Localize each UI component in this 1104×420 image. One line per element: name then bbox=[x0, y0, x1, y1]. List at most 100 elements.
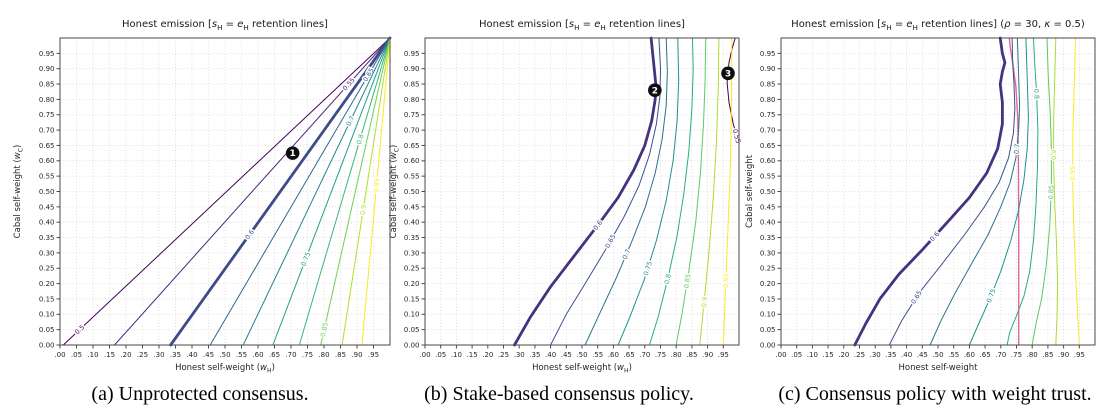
contour-line-0.8 bbox=[298, 37, 391, 346]
x-tick-label: .25 bbox=[854, 351, 865, 359]
x-axis: .00 .05 .10 .15 .20 .25 .30 .35 .40 .45 .50 .55 .60.… bbox=[775, 345, 1085, 359]
y-axis: 0.00 0.05 0.10 0.15 0.20 0.25 0.30 0.35 0.40 0.45… bbox=[404, 50, 425, 349]
x-tick-label: .05 bbox=[71, 351, 82, 359]
y-tick-label: 0.70 bbox=[404, 127, 420, 135]
contour-line-0.9 bbox=[699, 37, 720, 346]
y-tick-label: 0.30 bbox=[39, 249, 55, 257]
y-tick-label: 0.85 bbox=[404, 80, 420, 88]
y-tick-label: 0.80 bbox=[760, 96, 776, 104]
x-tick-label: .95 bbox=[1074, 351, 1085, 359]
x-tick-label: .45 bbox=[203, 351, 214, 359]
y-tick-label: 0.30 bbox=[404, 249, 420, 257]
x-tick-label: .55 bbox=[592, 351, 603, 359]
x-tick-label: .45 bbox=[561, 351, 572, 359]
marker-circle bbox=[648, 83, 662, 97]
y-tick-label: 0.40 bbox=[404, 219, 420, 227]
y-tick-label: 0.90 bbox=[760, 65, 776, 73]
x-tick-label: .70 bbox=[639, 351, 650, 359]
y-tick-label: 0.00 bbox=[39, 341, 55, 349]
marker-badge-1: 1 bbox=[285, 146, 300, 160]
y-tick-label: 0.45 bbox=[760, 203, 776, 211]
x-tick-label: .30 bbox=[514, 351, 525, 359]
x-tick-label: .15 bbox=[104, 351, 115, 359]
y-tick-label: 0.65 bbox=[404, 142, 420, 150]
x-tick-label: .85 bbox=[335, 351, 346, 359]
marker-badge-3: 3 bbox=[721, 66, 735, 81]
subplot-c: 0.60.650.70.750.80.850.90.95.00.05.10.15… bbox=[745, 19, 1096, 373]
contour-label-0.85: 0.85 bbox=[1047, 185, 1056, 200]
x-tick-label: .35 bbox=[529, 351, 540, 359]
y-tick-label: 0.20 bbox=[404, 280, 420, 288]
contour-line-0.85 bbox=[675, 37, 707, 346]
y-tick-label: 0.50 bbox=[404, 188, 420, 196]
marker-number: 2 bbox=[652, 86, 658, 96]
x-tick-label: .45 bbox=[917, 351, 928, 359]
x-tick-label: .75 bbox=[1011, 351, 1022, 359]
contour-line-0.85 bbox=[320, 37, 391, 346]
x-tick-label: .60 bbox=[964, 351, 975, 359]
x-tick-label: .50 bbox=[219, 351, 230, 359]
x-tick-label: .95 bbox=[718, 351, 729, 359]
y-tick-label: 0.90 bbox=[404, 65, 420, 73]
contour-line-0.85 bbox=[1031, 37, 1052, 346]
y-tick-label: 0.40 bbox=[39, 219, 55, 227]
contour-label-0.9: 0.9 bbox=[1050, 150, 1058, 160]
contour-line-0.7 bbox=[242, 37, 391, 346]
contour-label-0.95: 0.95 bbox=[1069, 166, 1077, 181]
x-tick-label: .80 bbox=[318, 351, 329, 359]
x-tick-label: .80 bbox=[671, 351, 682, 359]
x-tick-label: .55 bbox=[236, 351, 247, 359]
x-tick-label: .40 bbox=[901, 351, 912, 359]
y-tick-label: 0.75 bbox=[404, 111, 420, 119]
x-tick-label: .95 bbox=[368, 351, 379, 359]
y-tick-label: 0.80 bbox=[39, 96, 55, 104]
y-tick-label: 0.60 bbox=[404, 157, 420, 165]
y-tick-label: 0.25 bbox=[404, 265, 420, 273]
x-tick-label: .75 bbox=[655, 351, 666, 359]
contour-line-0.7 bbox=[929, 37, 1021, 346]
y-tick-label: 0.35 bbox=[760, 234, 776, 242]
y-tick-label: 0.70 bbox=[760, 127, 776, 135]
contour-line-0.75 bbox=[968, 37, 1029, 346]
y-tick-label: 0.60 bbox=[760, 157, 776, 165]
marker-number: 1 bbox=[290, 149, 296, 159]
grid bbox=[781, 38, 1095, 345]
y-tick-label: 0.65 bbox=[39, 142, 55, 150]
caption-b: (b) Stake-based consensus policy. bbox=[424, 383, 694, 405]
x-tick-label: .70 bbox=[995, 351, 1006, 359]
y-tick-label: 0.50 bbox=[760, 188, 776, 196]
x-tick-label: .80 bbox=[1027, 351, 1038, 359]
x-tick-label: .25 bbox=[137, 351, 148, 359]
y-tick-label: 0.95 bbox=[39, 50, 55, 58]
x-tick-label: .00 bbox=[54, 351, 65, 359]
contour-label-0.7: 0.7 bbox=[1013, 143, 1022, 154]
x-tick-label: .65 bbox=[624, 351, 635, 359]
plot-title: Honest emission [sH = eH retention lines… bbox=[122, 19, 328, 32]
x-tick-label: .40 bbox=[545, 351, 556, 359]
marker-number: 3 bbox=[725, 69, 731, 79]
x-tick-label: .35 bbox=[170, 351, 181, 359]
caption-c: (c) Consensus policy with weight trust. bbox=[778, 383, 1092, 405]
x-axis-label: Honest self-weight (wH) bbox=[175, 363, 275, 374]
y-tick-label: 0.15 bbox=[760, 295, 776, 303]
grid bbox=[425, 38, 739, 345]
y-tick-label: 0.65 bbox=[760, 142, 776, 150]
x-tick-label: .10 bbox=[807, 351, 818, 359]
y-tick-label: 0.85 bbox=[760, 80, 776, 88]
y-tick-label: 0.45 bbox=[39, 203, 55, 211]
y-axis: 0.00 0.05 0.10 0.15 0.20 0.25 0.30 0.35 0.40 0.45… bbox=[760, 50, 781, 349]
y-axis: 0.00 0.05 0.10 0.15 0.20 0.25 0.30 0.35 0.40 0.45… bbox=[39, 50, 60, 349]
y-tick-label: 0.35 bbox=[404, 234, 420, 242]
contour-label-0.85: 0.85 bbox=[682, 273, 692, 289]
y-tick-label: 0.10 bbox=[760, 311, 776, 319]
x-tick-label: .10 bbox=[451, 351, 462, 359]
x-tick-label: .90 bbox=[1058, 351, 1069, 359]
x-axis-label: Honest self-weight bbox=[899, 363, 979, 373]
y-axis-label: Cabal self-weight bbox=[745, 154, 755, 228]
y-tick-label: 0.95 bbox=[760, 50, 776, 58]
y-axis-label: Cabal self-weight (wC) bbox=[13, 145, 24, 239]
y-tick-label: 0.25 bbox=[39, 265, 55, 273]
x-tick-label: .50 bbox=[932, 351, 943, 359]
y-tick-label: 0.85 bbox=[39, 80, 55, 88]
